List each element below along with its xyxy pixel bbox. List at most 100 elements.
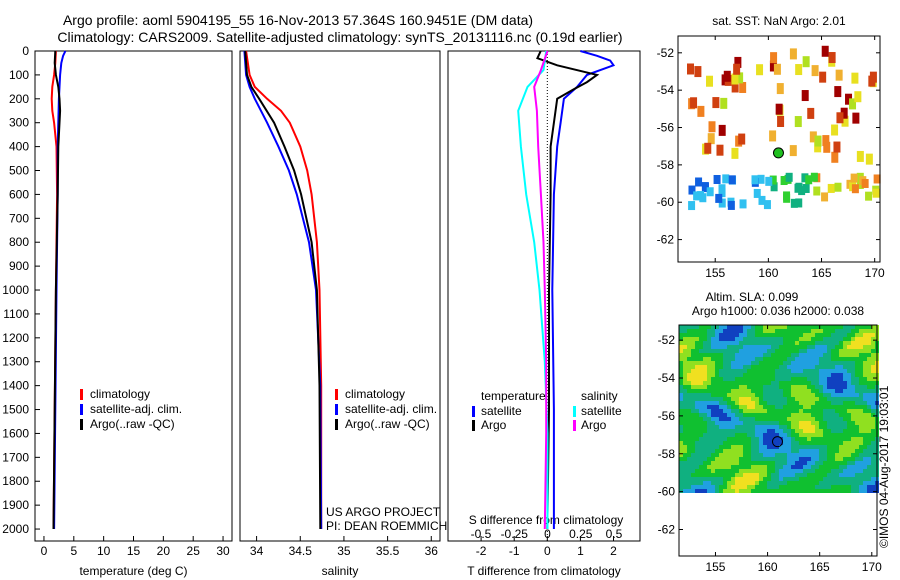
sla-cell: [723, 401, 727, 405]
sla-cell: [691, 477, 695, 481]
sla-cell: [699, 329, 703, 333]
sla-cell: [835, 389, 839, 393]
sla-cell: [735, 485, 739, 489]
sla-cell: [839, 461, 843, 465]
sla-cell: [747, 477, 751, 481]
sla-cell: [783, 341, 787, 345]
sst-cell: [777, 115, 785, 127]
sla-cell: [823, 369, 827, 373]
sla-cell: [679, 373, 683, 377]
sla-cell: [699, 361, 703, 365]
sla-cell: [843, 413, 847, 417]
sla-cell: [747, 341, 751, 345]
sla-cell: [779, 445, 783, 449]
x-tick-label: 5: [70, 544, 77, 558]
sla-cell: [691, 353, 695, 357]
sla-cell: [827, 437, 831, 441]
sla-cell: [851, 353, 855, 357]
sla-cell: [723, 365, 727, 369]
sla-cell: [867, 353, 871, 357]
sla-cell: [795, 397, 799, 401]
sla-cell: [823, 485, 827, 489]
sla-cell: [799, 365, 803, 369]
sla-cell: [735, 425, 739, 429]
map-lat-label: -60: [658, 485, 676, 499]
sla-cell: [815, 389, 819, 393]
sla-cell: [775, 337, 779, 341]
sla-cell: [767, 465, 771, 469]
sla-cell: [751, 413, 755, 417]
sst-cell: [828, 52, 836, 64]
sla-cell: [779, 477, 783, 481]
sla-cell: [831, 469, 835, 473]
sla-cell: [763, 349, 767, 353]
sla-cell: [727, 453, 731, 457]
sla-cell: [791, 457, 795, 461]
sla-cell: [787, 433, 791, 437]
sla-cell: [759, 453, 763, 457]
sla-cell: [803, 393, 807, 397]
sla-cell: [679, 421, 683, 425]
sla-cell: [763, 425, 767, 429]
sst-cell: [811, 65, 819, 77]
sla-cell: [703, 393, 707, 397]
sla-cell: [735, 345, 739, 349]
sla-cell: [783, 401, 787, 405]
sla-cell: [731, 481, 735, 485]
sla-cell: [723, 445, 727, 449]
sla-cell: [843, 425, 847, 429]
sla-cell: [699, 349, 703, 353]
sla-cell: [775, 441, 779, 445]
sst-cell: [753, 188, 761, 198]
sla-cell: [747, 429, 751, 433]
sla-cell: [847, 489, 851, 493]
sla-cell: [735, 377, 739, 381]
sla-cell: [707, 361, 711, 365]
sla-cell: [731, 429, 735, 433]
sla-cell: [711, 345, 715, 349]
sst-cell: [704, 142, 712, 154]
sla-cell: [871, 449, 875, 453]
sla-cell: [691, 449, 695, 453]
x-tick-label: 34: [250, 544, 264, 558]
sla-cell: [679, 385, 683, 389]
sla-cell: [819, 329, 823, 333]
sla-cell: [727, 377, 731, 381]
sla-cell: [707, 325, 711, 329]
sla-cell: [699, 405, 703, 409]
sla-cell: [831, 461, 835, 465]
sla-cell: [815, 401, 819, 405]
sla-cell: [731, 381, 735, 385]
sla-cell: [751, 425, 755, 429]
sla-cell: [679, 409, 683, 413]
sla-cell: [807, 437, 811, 441]
sla-cell: [823, 457, 827, 461]
sla-cell: [715, 469, 719, 473]
sla-cell: [707, 481, 711, 485]
sla-cell: [807, 361, 811, 365]
sla-cell: [687, 489, 691, 493]
sla-cell: [843, 461, 847, 465]
sla-cell: [775, 481, 779, 485]
sla-cell: [843, 429, 847, 433]
sla-cell: [827, 429, 831, 433]
sla-cell: [839, 489, 843, 493]
sla-cell: [743, 457, 747, 461]
sla-cell: [847, 373, 851, 377]
sla-cell: [815, 373, 819, 377]
sla-cell: [823, 469, 827, 473]
sla-cell: [807, 377, 811, 381]
sla-cell: [867, 389, 871, 393]
sla-cell: [863, 369, 867, 373]
sla-cell: [787, 357, 791, 361]
sla-cell: [779, 349, 783, 353]
sla-cell: [739, 365, 743, 369]
sla-cell: [847, 369, 851, 373]
sla-cell: [739, 357, 743, 361]
sla-cell: [859, 365, 863, 369]
sla-cell: [723, 461, 727, 465]
sla-cell: [807, 381, 811, 385]
sla-cell: [859, 373, 863, 377]
sla-cell: [843, 381, 847, 385]
sla-cell: [735, 481, 739, 485]
